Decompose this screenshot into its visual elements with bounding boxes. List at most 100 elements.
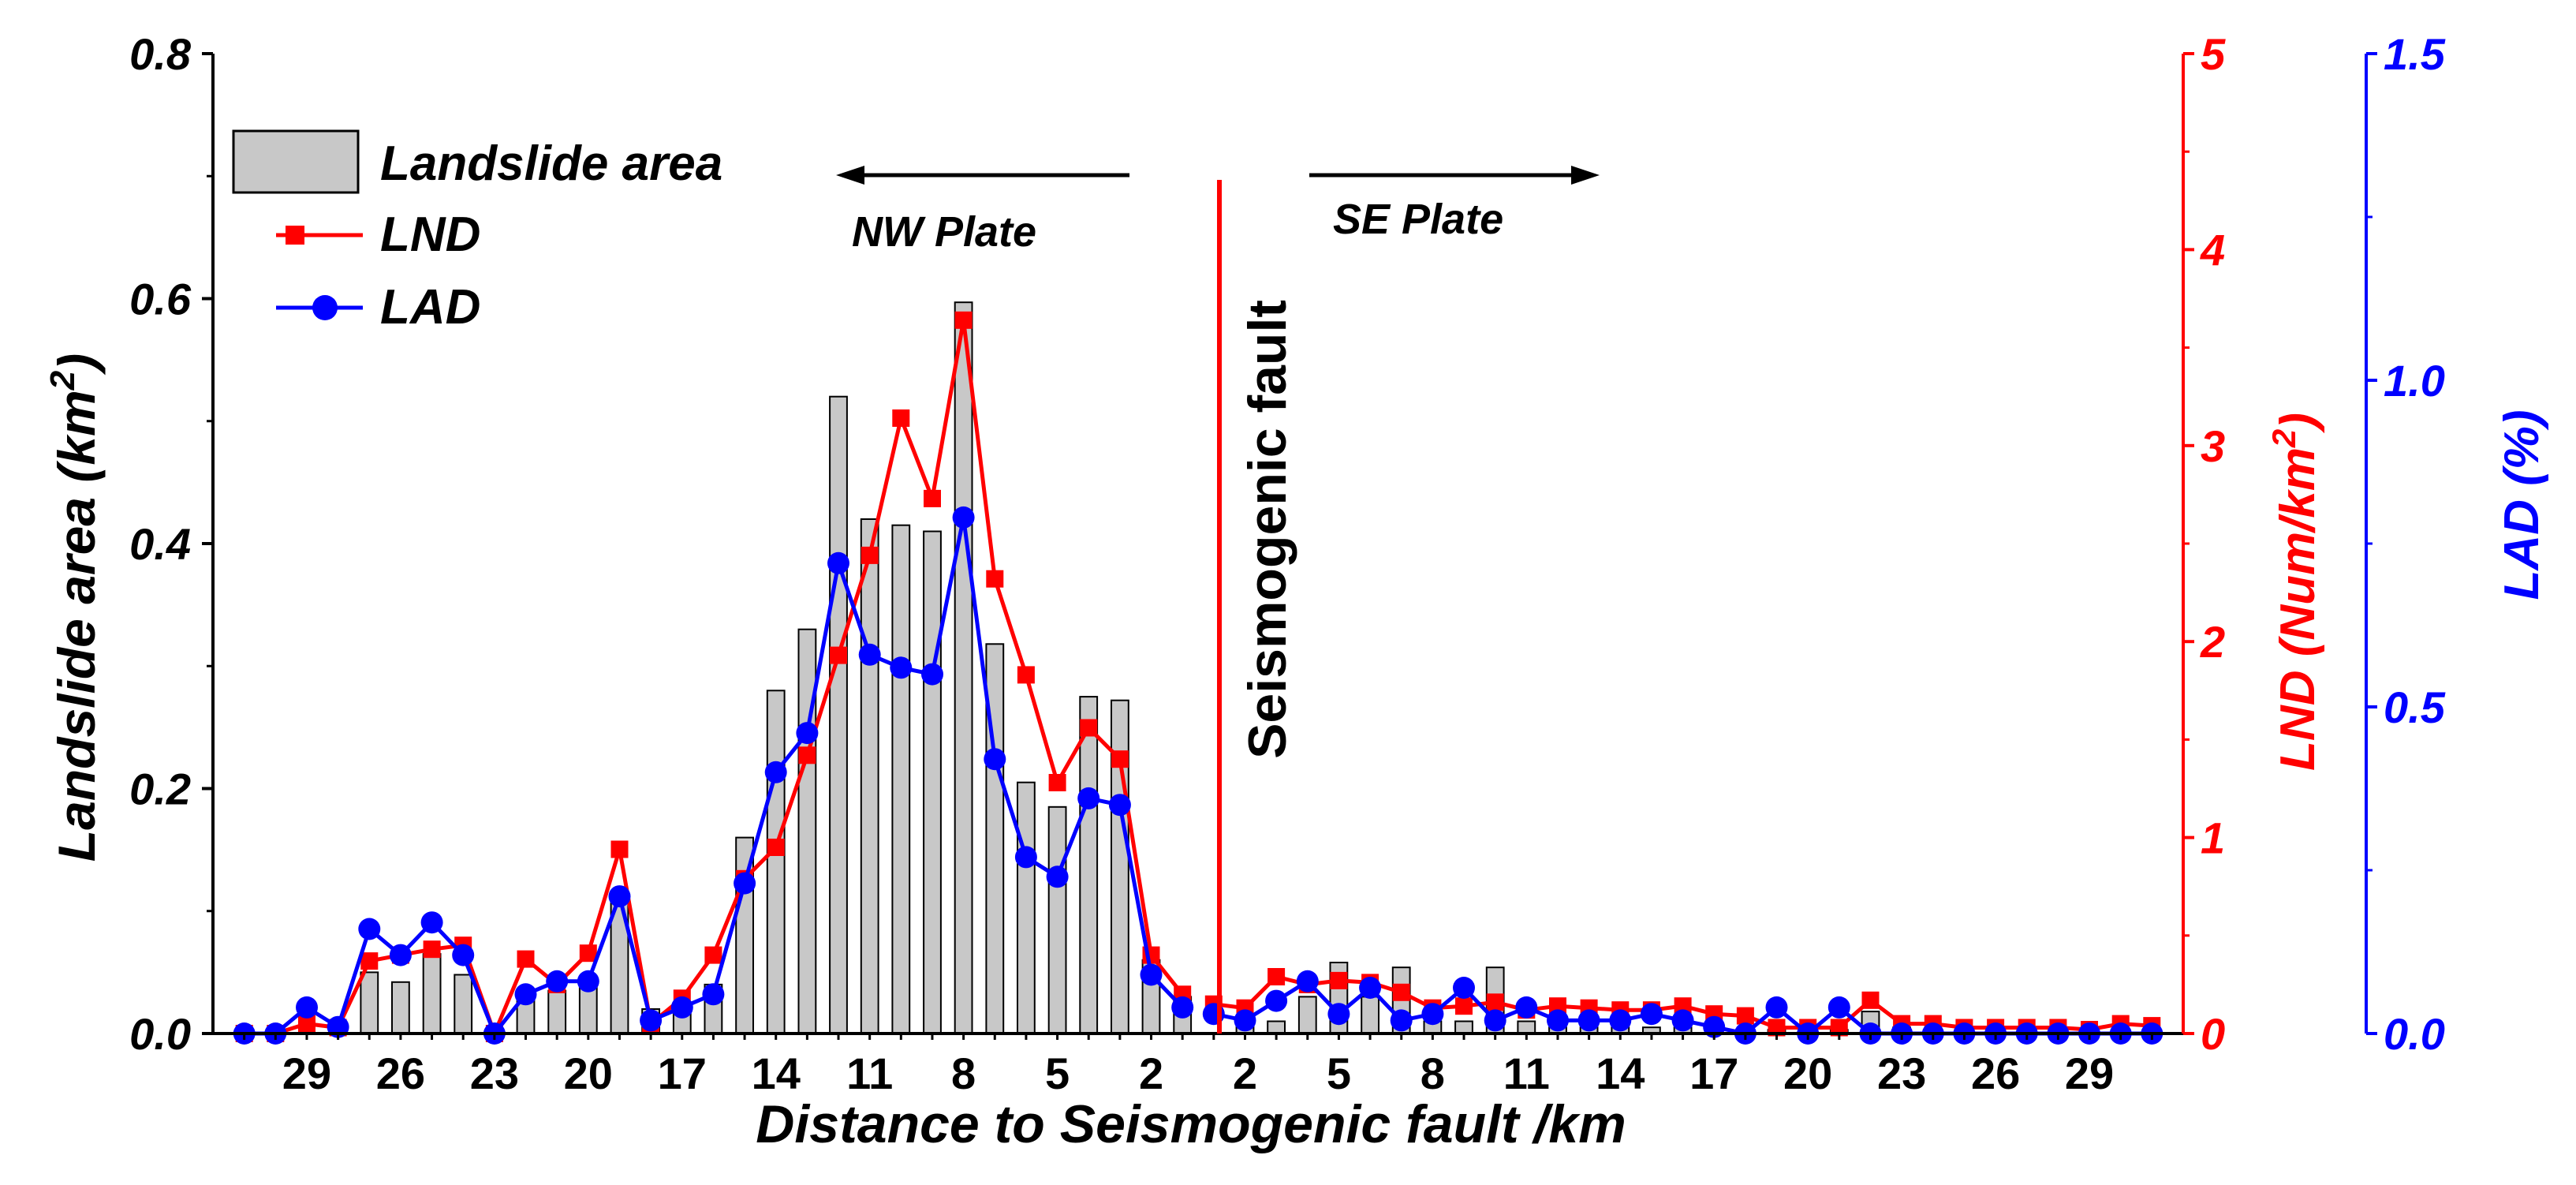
fault-label: Seismogenic fault — [1238, 300, 1297, 759]
lad-point — [1827, 996, 1850, 1019]
lad-point — [1453, 977, 1475, 999]
y-blue-tick-label: 0.5 — [2384, 682, 2446, 732]
lnd-point — [1330, 971, 1348, 989]
lad-point — [1547, 1009, 1569, 1032]
legend-lad-label: LAD — [380, 280, 480, 335]
nw-plate-label: NW Plate — [852, 208, 1036, 256]
lnd-point — [610, 840, 629, 858]
lad-point — [1390, 1009, 1413, 1032]
lad-point — [389, 944, 412, 966]
lad-point — [1077, 787, 1100, 809]
lad-point — [608, 885, 631, 908]
y-left-tick-label: 0.0 — [129, 1009, 191, 1059]
lnd-point — [298, 1015, 315, 1033]
lad-point — [1108, 794, 1131, 817]
lad-point — [1014, 846, 1037, 869]
x-tick-label-nw: 23 — [470, 1049, 519, 1098]
x-tick-label-nw: 17 — [658, 1049, 707, 1098]
lad-point — [1327, 1003, 1350, 1026]
legend-lnd-marker — [286, 226, 304, 245]
lad-point — [577, 970, 599, 992]
x-tick-label-nw: 20 — [564, 1049, 613, 1098]
lnd-point — [1861, 991, 1880, 1009]
lnd-point — [892, 409, 910, 427]
nw-plate-arrow — [836, 166, 1129, 185]
x-tick-label-nw: 2 — [1139, 1049, 1163, 1098]
y-red-tick-label: 4 — [2200, 225, 2225, 275]
area-bar — [1017, 781, 1036, 1034]
lnd-point — [1080, 719, 1098, 737]
lad-point — [546, 970, 569, 992]
area-bar — [766, 690, 786, 1034]
lad-point — [1609, 1009, 1632, 1032]
se-plate-arrow — [1309, 166, 1600, 185]
x-tick-label-nw: 5 — [1045, 1049, 1070, 1098]
x-tick-label-nw: 29 — [282, 1049, 331, 1098]
legend-lad-marker — [312, 295, 338, 320]
x-tick-label-nw: 11 — [846, 1049, 893, 1098]
area-bar — [891, 524, 911, 1034]
lad-point — [921, 663, 943, 686]
lad-point — [514, 983, 537, 1006]
lnd-point — [1392, 983, 1410, 1001]
lad-point — [702, 983, 725, 1006]
lnd-point — [986, 570, 1004, 588]
area-bar — [923, 530, 942, 1034]
lnd-point — [954, 311, 973, 329]
x-tick-label-se: 20 — [1783, 1049, 1832, 1098]
y-red-tick-label: 2 — [2200, 617, 2225, 667]
lad-point — [1296, 970, 1319, 992]
lad-point — [1171, 996, 1194, 1019]
y-left-tick-label: 0.8 — [129, 29, 192, 79]
lad-point — [858, 643, 881, 666]
lnd-point — [798, 746, 816, 764]
lnd-point — [924, 489, 941, 507]
lad-point — [1577, 1009, 1600, 1032]
y-blue-tick-label: 0.0 — [2384, 1009, 2445, 1059]
lad-point — [1671, 1009, 1694, 1032]
lad-point — [827, 551, 849, 574]
area-bar — [547, 989, 567, 1034]
lad-point — [1640, 1003, 1663, 1026]
x-tick-label-se: 8 — [1421, 1049, 1445, 1098]
lad-point — [1265, 989, 1288, 1012]
lnd-point — [1736, 1007, 1754, 1025]
lad-point — [1765, 996, 1788, 1019]
lnd-point — [360, 952, 379, 970]
y-left-tick-label: 0.4 — [129, 519, 191, 569]
lnd-point — [830, 646, 847, 664]
area-bar — [391, 981, 410, 1035]
lad-point — [890, 656, 913, 679]
lnd-point — [767, 839, 785, 856]
lnd-point — [1455, 997, 1473, 1015]
x-tick-label-se: 5 — [1327, 1049, 1351, 1098]
area-bar — [1267, 1020, 1286, 1034]
lnd-point — [1111, 750, 1129, 768]
lnd-point — [1017, 666, 1035, 684]
axes — [202, 52, 2377, 1040]
area-bar — [1297, 996, 1317, 1035]
lnd-point — [1486, 993, 1504, 1011]
y-red-tick-label: 0 — [2201, 1009, 2225, 1059]
area-bar — [860, 518, 879, 1034]
lad-point — [296, 996, 318, 1019]
x-tick-label-se: 29 — [2065, 1049, 2114, 1098]
legend-area-swatch — [232, 129, 360, 194]
area-bar — [1079, 696, 1099, 1034]
x-tick-label-se: 23 — [1877, 1049, 1926, 1098]
x-tick-label-se: 17 — [1689, 1049, 1738, 1098]
lad-point — [420, 911, 443, 934]
area-bar — [1361, 996, 1379, 1035]
lnd-point — [517, 950, 535, 968]
y-blue-tick-label: 1.5 — [2384, 29, 2446, 79]
area-bar — [454, 974, 473, 1034]
lad-point — [1421, 1003, 1444, 1026]
area-bar — [829, 395, 848, 1034]
lnd-point — [704, 946, 722, 964]
y-red-title: LND (Num/km2) — [2265, 413, 2325, 771]
y-left-title: Landslide area (km2) — [43, 353, 106, 862]
x-tick-label-se: 2 — [1233, 1049, 1257, 1098]
lad-point — [796, 722, 819, 745]
y-red-tick-label: 1 — [2201, 813, 2225, 863]
